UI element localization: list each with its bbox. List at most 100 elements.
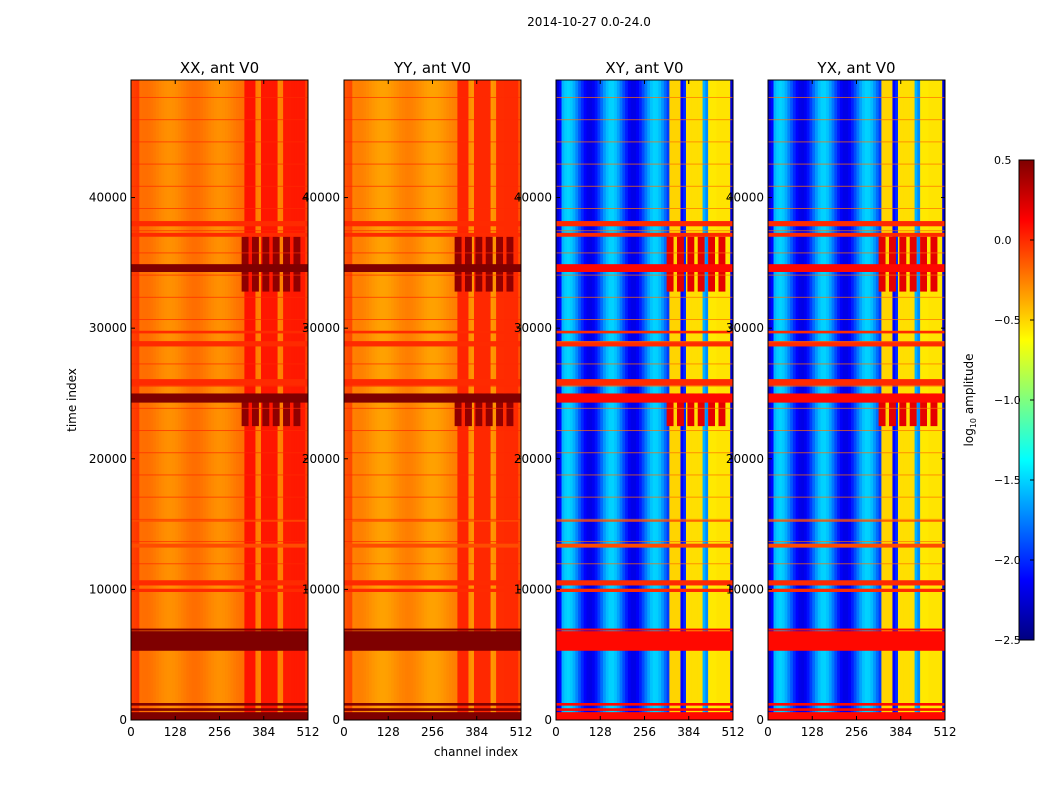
time-line [344, 96, 521, 98]
time-line [556, 141, 733, 143]
time-line [131, 252, 308, 254]
flagged-row [131, 221, 308, 227]
flagged-row [131, 393, 308, 403]
time-line [131, 452, 308, 454]
saturated-block [464, 393, 472, 427]
time-line [131, 208, 308, 209]
time-line [131, 430, 308, 432]
figure-suptitle: 2014-10-27 0.0-24.0 [527, 15, 651, 29]
heatmap-image [344, 80, 521, 720]
y-tick-label: 40000 [726, 191, 764, 205]
time-line [344, 296, 521, 298]
saturated-block [676, 393, 684, 427]
flagged-row [556, 520, 733, 522]
time-line [131, 496, 308, 498]
time-line [344, 518, 521, 520]
flagged-row [131, 232, 308, 237]
time-line [768, 296, 945, 298]
time-line [768, 496, 945, 498]
flagged-row [344, 232, 521, 237]
panel-title: YY, ant V0 [393, 59, 471, 77]
x-tick-label: 256 [208, 725, 231, 739]
colorbar-gradient [1019, 160, 1034, 640]
x-tick-label: 0 [340, 725, 348, 739]
flagged-row [768, 379, 945, 386]
flagged-row [556, 588, 733, 592]
flagged-row [556, 628, 733, 631]
time-line [344, 163, 521, 165]
panel-title: YX, ant V0 [816, 59, 895, 77]
time-line [344, 208, 521, 209]
flagged-row [344, 580, 521, 586]
flagged-row [131, 580, 308, 586]
flagged-row [131, 631, 308, 651]
x-tick-label: 128 [801, 725, 824, 739]
time-line [131, 541, 308, 543]
time-line [768, 163, 945, 165]
colorbar-tick-label: 0.5 [994, 154, 1012, 167]
time-line [768, 563, 945, 565]
time-line [131, 230, 308, 232]
heatmap-panels: XX, ant V0 0 128 256 384 512 0 10000 20000 30000 4… [89, 59, 957, 739]
flagged-row [344, 631, 521, 651]
saturated-block [708, 393, 716, 427]
time-line [344, 319, 521, 321]
time-line [768, 385, 945, 387]
time-line [768, 119, 945, 121]
x-tick-label: 384 [252, 725, 275, 739]
time-line [344, 230, 521, 232]
flagged-row [131, 520, 308, 522]
y-tick-label: 10000 [89, 582, 127, 596]
time-line [768, 185, 945, 187]
time-line [768, 274, 945, 276]
x-tick-label: 0 [552, 725, 560, 739]
saturated-block [888, 393, 896, 427]
y-tick-label: 0 [544, 713, 552, 727]
flagged-row [131, 330, 308, 334]
y-tick-label: 0 [332, 713, 340, 727]
heatmap-image [768, 80, 945, 720]
x-tick-label: 128 [589, 725, 612, 739]
flagged-row [344, 520, 521, 522]
time-line [344, 563, 521, 565]
flagged-row [131, 628, 308, 631]
time-line [344, 341, 521, 343]
x-tick-label: 384 [889, 725, 912, 739]
time-line [131, 518, 308, 520]
flagged-row [344, 379, 521, 386]
time-line [556, 208, 733, 209]
x-tick-label: 384 [677, 725, 700, 739]
y-tick-label: 0 [119, 713, 127, 727]
time-line [131, 319, 308, 321]
time-line [556, 252, 733, 254]
heatmap-image [131, 80, 308, 720]
colorbar-label: log10 amplitude [962, 354, 978, 447]
flagged-row [556, 264, 733, 272]
flagged-row [556, 341, 733, 347]
heatmap-panel: YX, ant V0 0 128 256 384 512 0 10000 20000 30000 4… [726, 59, 957, 739]
time-line [556, 230, 733, 232]
time-line [556, 119, 733, 121]
time-line [131, 341, 308, 343]
colorbar-tick-label: −0.5 [994, 314, 1021, 327]
flagged-row [344, 330, 521, 334]
flagged-row [344, 628, 521, 631]
time-line [344, 119, 521, 121]
time-line [344, 430, 521, 432]
y-tick-label: 40000 [514, 191, 552, 205]
colorbar-tick-label: −1.0 [994, 394, 1021, 407]
flagged-row [768, 232, 945, 237]
saturated-block [899, 393, 907, 427]
time-line [344, 407, 521, 409]
time-line [344, 385, 521, 387]
time-line [131, 163, 308, 165]
flagged-row [556, 232, 733, 237]
colorbar-tick-label: −2.5 [994, 634, 1021, 647]
flagged-row [131, 543, 308, 548]
time-line [768, 208, 945, 209]
y-tick-label: 40000 [302, 191, 340, 205]
time-line [556, 385, 733, 387]
time-line [344, 252, 521, 254]
saturated-block [241, 393, 249, 427]
